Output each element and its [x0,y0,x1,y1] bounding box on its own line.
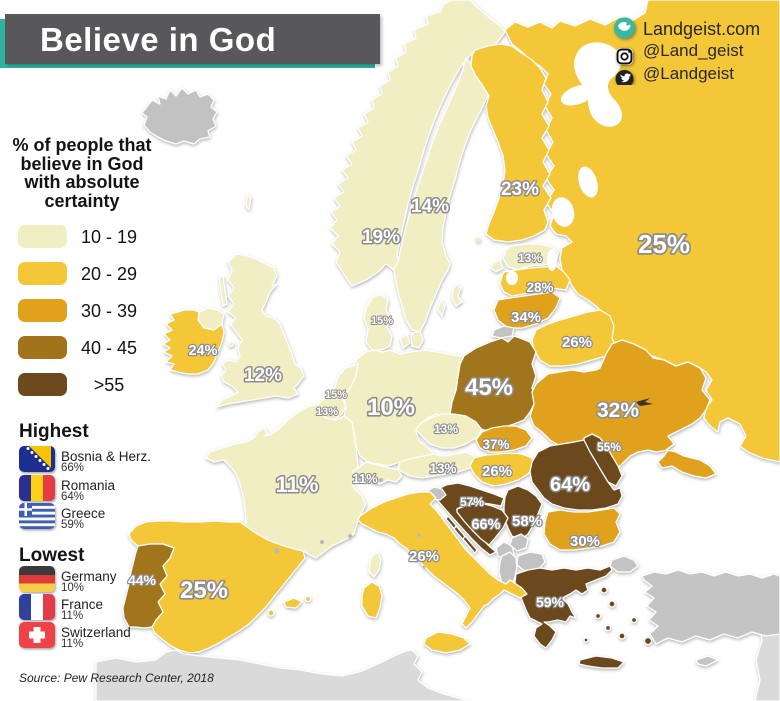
svg-text:11%: 11% [276,472,319,497]
svg-text:57%: 57% [460,495,484,509]
svg-text:15%: 15% [371,315,393,327]
svg-text:13%: 13% [316,406,338,418]
svg-text:26%: 26% [409,548,439,565]
svg-text:10%: 10% [367,394,415,421]
svg-text:13%: 13% [429,461,456,476]
svg-text:26%: 26% [562,334,592,351]
svg-text:66%: 66% [471,517,500,533]
svg-text:19%: 19% [362,227,400,248]
svg-text:34%: 34% [511,309,541,326]
svg-text:37%: 37% [482,437,509,452]
svg-text:13%: 13% [518,251,542,265]
svg-text:55%: 55% [597,440,621,454]
svg-text:25%: 25% [180,577,228,604]
svg-text:45%: 45% [465,374,513,401]
svg-text:11%: 11% [352,471,378,486]
svg-text:28%: 28% [526,280,553,295]
svg-text:15%: 15% [325,389,347,401]
svg-text:23%: 23% [501,179,539,200]
svg-text:26%: 26% [482,463,512,480]
svg-text:32%: 32% [597,399,639,422]
svg-text:58%: 58% [512,513,542,530]
svg-text:64%: 64% [550,474,590,496]
svg-text:13%: 13% [434,422,458,436]
svg-text:59%: 59% [536,594,565,610]
svg-text:25%: 25% [638,229,690,259]
svg-text:30%: 30% [570,533,600,550]
svg-text:12%: 12% [244,365,282,386]
svg-text:44%: 44% [128,572,157,588]
svg-text:14%: 14% [411,196,449,217]
svg-text:24%: 24% [188,343,217,359]
